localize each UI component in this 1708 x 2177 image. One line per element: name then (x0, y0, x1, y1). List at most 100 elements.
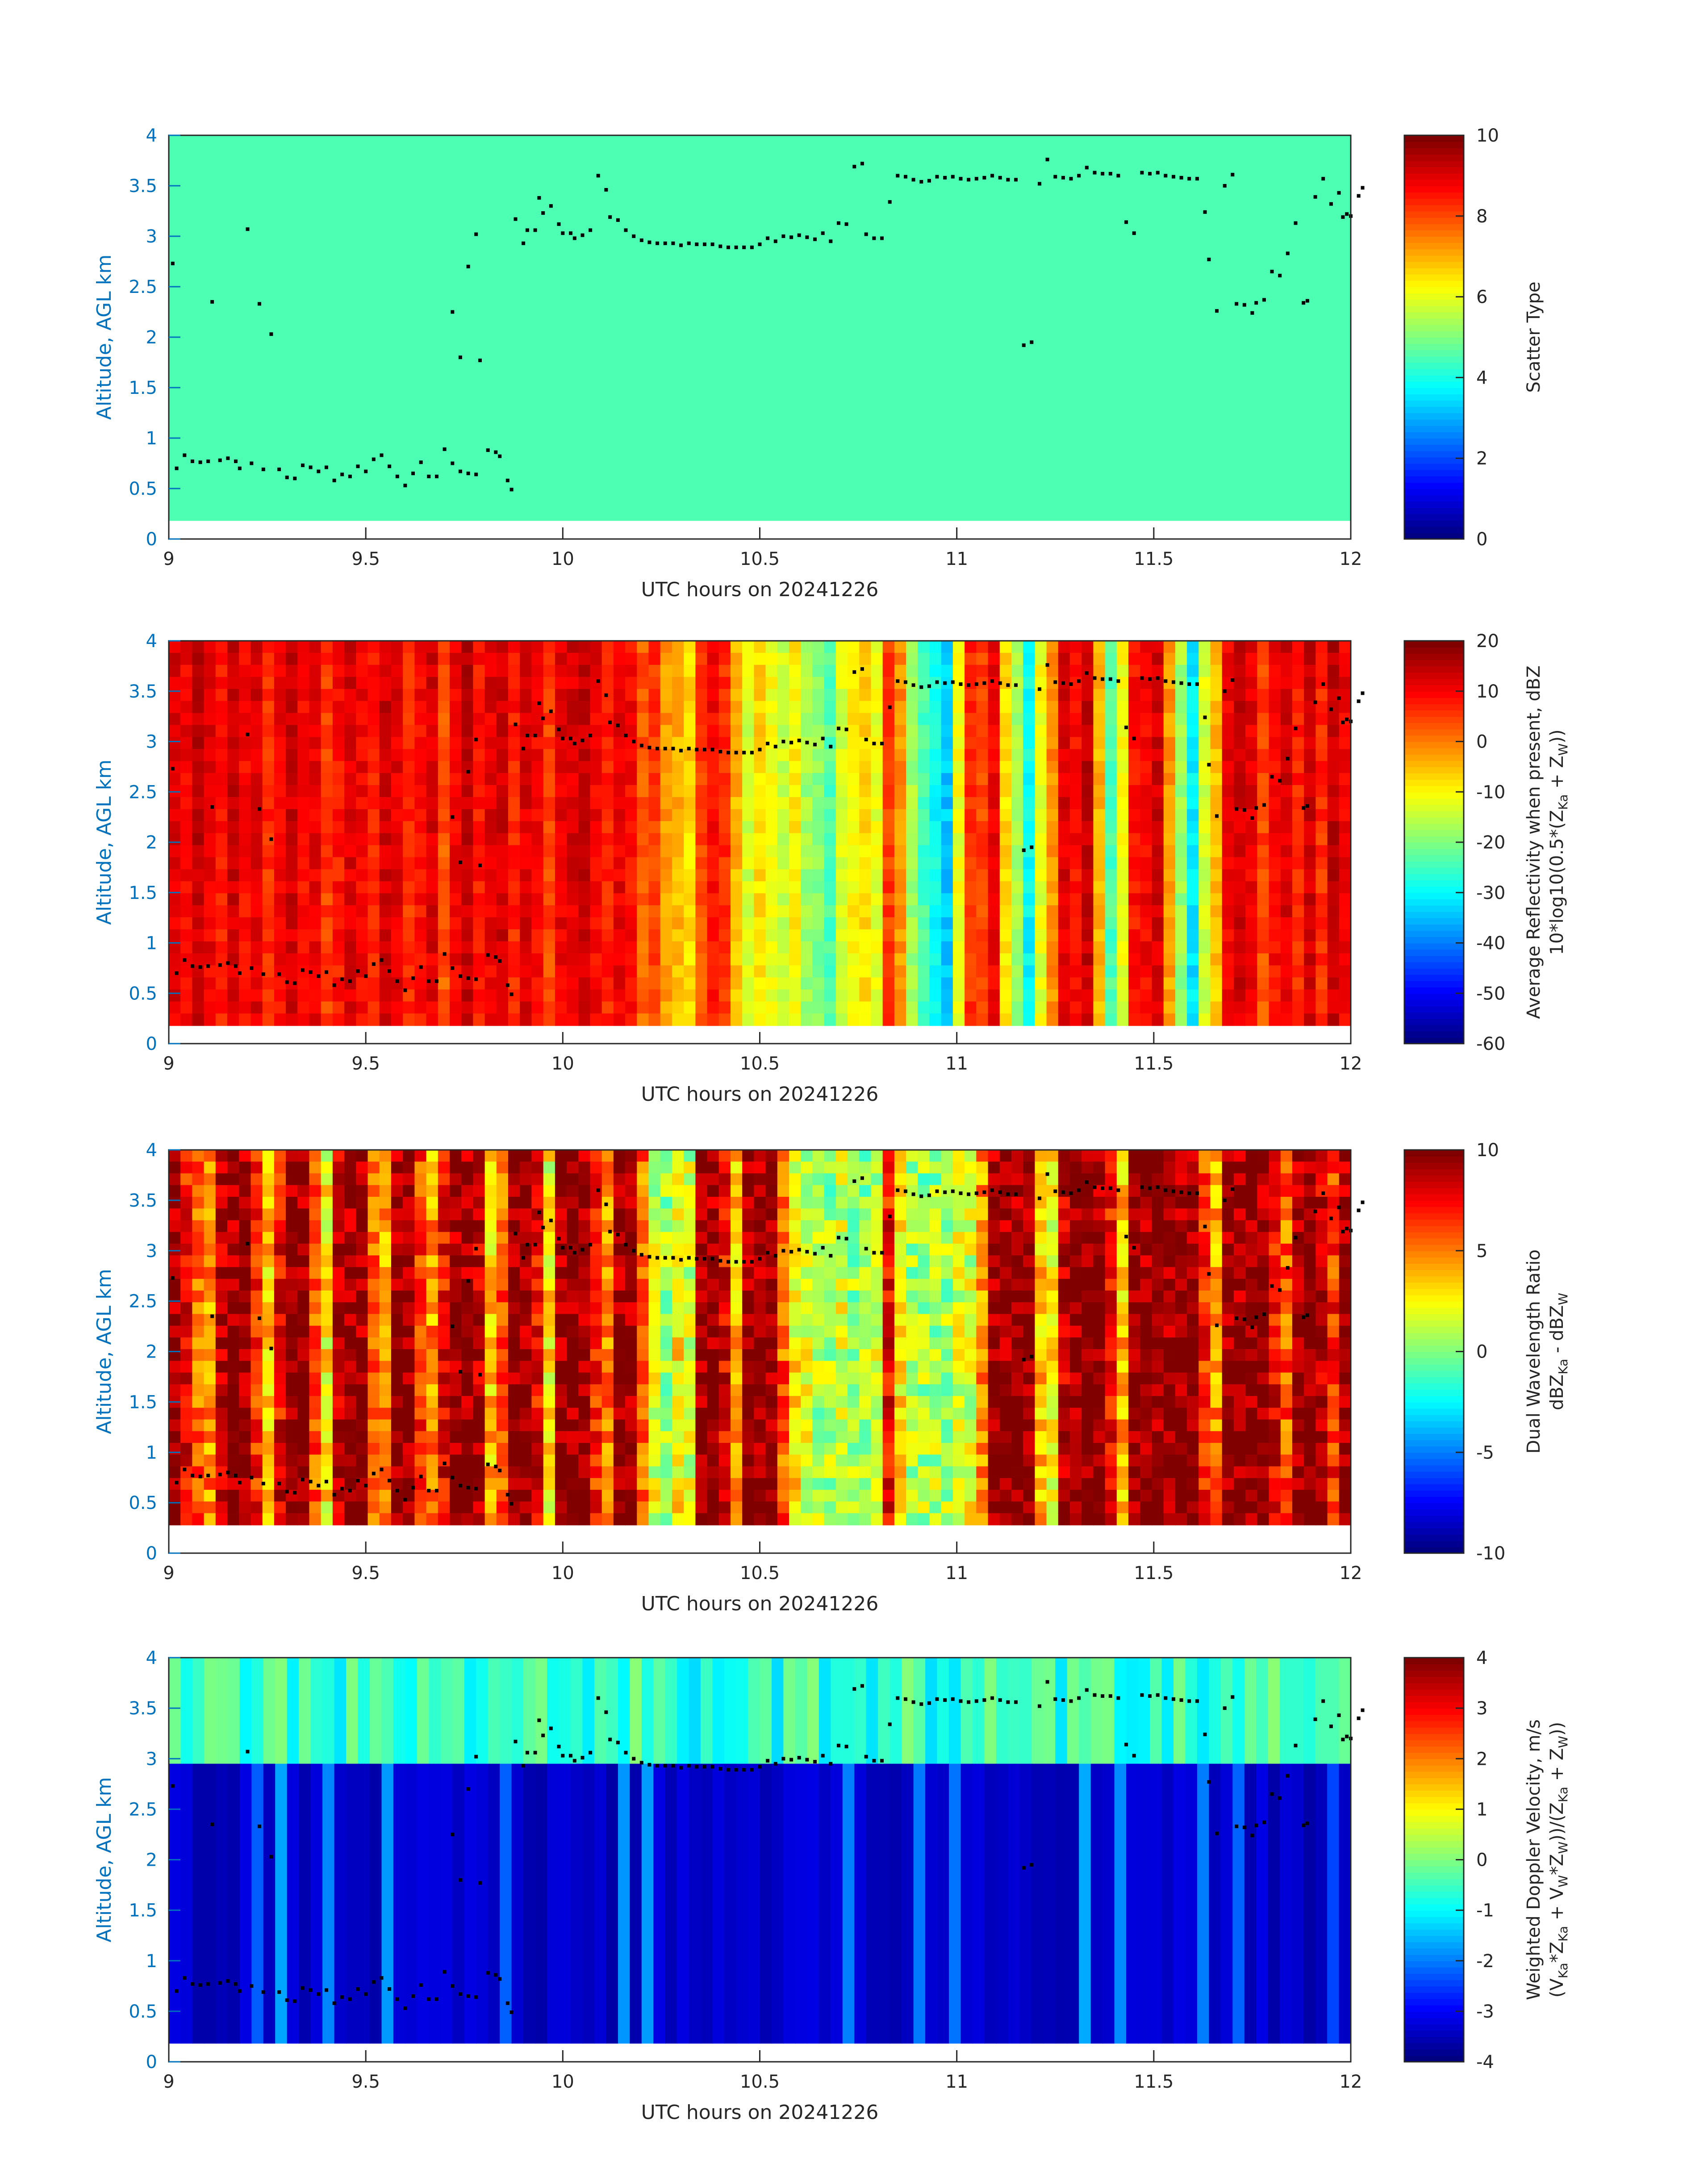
data-cell (192, 641, 205, 653)
data-cell (707, 1001, 719, 1014)
data-cell (742, 917, 755, 930)
data-cell (567, 929, 579, 942)
data-cell (1315, 833, 1328, 846)
data-cell (1082, 713, 1094, 726)
data-cell (1175, 821, 1188, 834)
data-cell (1046, 664, 1059, 677)
data-cell (1292, 749, 1305, 762)
data-cell (1058, 725, 1070, 738)
data-cell (531, 953, 544, 966)
data-cell (871, 869, 883, 882)
overlay-point (317, 974, 321, 978)
data-cell (1046, 965, 1059, 978)
data-cell (321, 677, 333, 689)
data-cell (309, 1173, 322, 1186)
data-cell (508, 749, 521, 762)
data-cell (473, 689, 485, 702)
data-cell (660, 917, 672, 930)
data-cell (1035, 989, 1047, 1002)
data-cell (204, 845, 216, 858)
data-cell (672, 797, 685, 810)
data-cell (1245, 689, 1258, 702)
data-cell (484, 1302, 497, 1315)
data-cell (508, 1454, 521, 1467)
data-cell (707, 641, 719, 653)
data-cell (871, 761, 883, 774)
data-cell (1187, 797, 1199, 810)
data-cell (274, 1255, 287, 1268)
data-cell (590, 1466, 602, 1479)
data-cell (239, 857, 251, 870)
data-cell (1233, 965, 1246, 978)
data-cell (356, 641, 368, 653)
data-cell (1140, 713, 1153, 726)
data-cell (1058, 953, 1070, 966)
data-cell (262, 1208, 275, 1221)
overlay-point (766, 236, 770, 240)
data-cell (332, 713, 345, 726)
overlay-point (1195, 177, 1199, 181)
data-cell (356, 1290, 368, 1303)
data-cell (309, 869, 322, 882)
data-cell (520, 881, 532, 894)
data-cell (215, 929, 228, 942)
data-cell (1163, 713, 1176, 726)
data-cell (543, 1454, 555, 1467)
data-cell (286, 929, 298, 942)
data-cell (988, 1001, 1000, 1014)
data-cell (274, 845, 287, 858)
data-cell (1046, 1001, 1059, 1014)
data-cell (180, 1349, 193, 1362)
data-cell (496, 1314, 509, 1326)
data-cell (1035, 845, 1047, 858)
data-cell (731, 701, 743, 714)
colorbar-step (1404, 861, 1464, 868)
colorbar-step (1404, 773, 1464, 780)
data-cell (859, 965, 872, 978)
data-cell (180, 1185, 193, 1197)
data-cell (426, 749, 438, 762)
data-cell (859, 664, 872, 677)
data-cell (426, 941, 438, 954)
data-cell (450, 821, 462, 834)
data-cell (227, 1513, 240, 1525)
data-cell (848, 857, 860, 870)
colorbar-tick-label: 4 (1476, 368, 1487, 388)
data-cell (309, 833, 322, 846)
data-cell (169, 953, 181, 966)
data-cell (567, 1396, 579, 1408)
data-cell (1046, 785, 1059, 798)
data-cell (1292, 833, 1305, 846)
data-cell (660, 773, 672, 786)
data-cell (824, 809, 836, 822)
data-cell (496, 1478, 509, 1490)
data-cell (613, 1001, 626, 1014)
data-cell (1163, 737, 1176, 750)
data-cell (1116, 677, 1129, 689)
data-cell (1292, 965, 1305, 978)
data-cell (1070, 773, 1082, 786)
data-cell (286, 1349, 298, 1362)
data-cell (1222, 761, 1234, 774)
data-cell (414, 1443, 427, 1455)
data-cell (1233, 989, 1246, 1002)
data-cell (1175, 881, 1188, 894)
data-cell (332, 737, 345, 750)
data-cell (192, 1478, 205, 1490)
data-cell (731, 893, 743, 906)
data-cell (508, 689, 521, 702)
data-cell (192, 809, 205, 822)
data-cell (848, 917, 860, 930)
data-cell (1058, 773, 1070, 786)
overlay-point (380, 958, 384, 962)
colorbar-step (1404, 255, 1464, 262)
data-cell (450, 1490, 462, 1502)
colorbar-step (1404, 526, 1464, 533)
data-cell (531, 797, 544, 810)
data-cell (695, 833, 708, 846)
data-cell (578, 689, 591, 702)
data-cell (1011, 833, 1024, 846)
data-cell (180, 1279, 193, 1291)
data-cell (531, 869, 544, 882)
data-cell (332, 1001, 345, 1014)
